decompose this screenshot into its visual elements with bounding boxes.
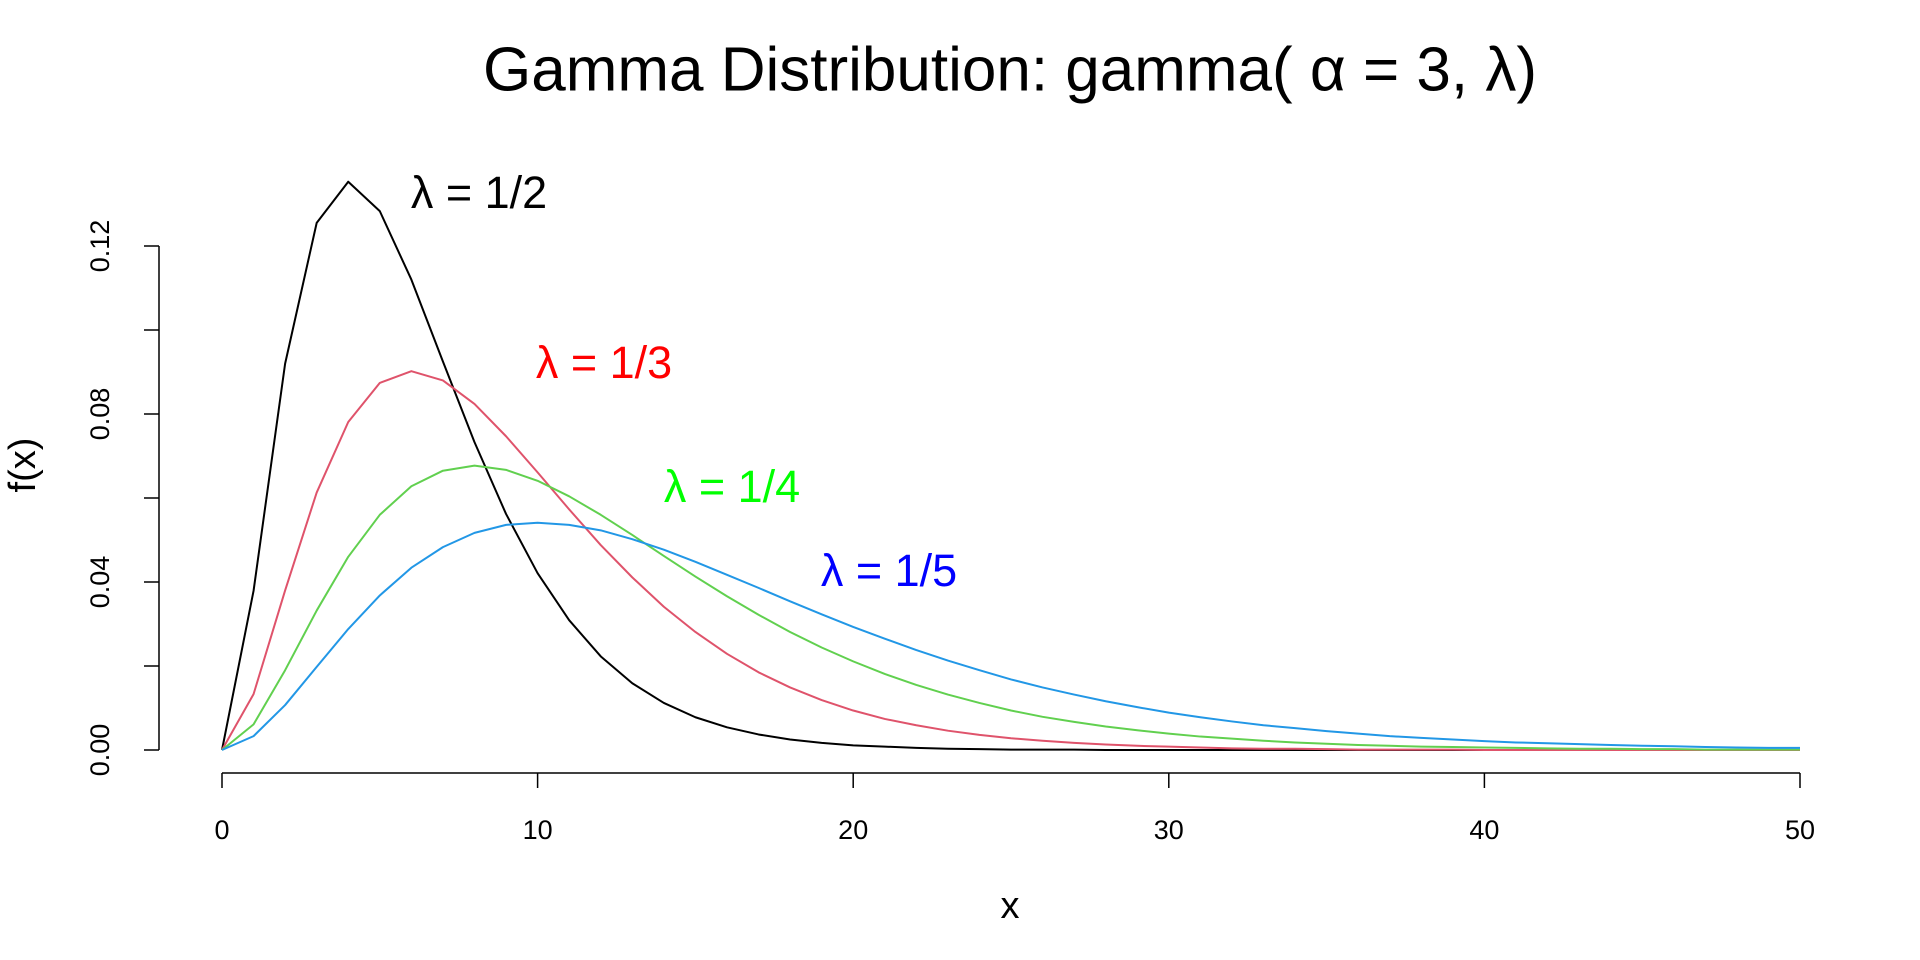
data-line [221, 464, 1800, 751]
y-tick-label: 0.12 [85, 220, 115, 273]
chart-title: Gamma Distribution: gamma( α = 3, λ) [483, 35, 1537, 104]
x-tick-label: 40 [1469, 815, 1499, 845]
x-tick-label: 0 [214, 815, 229, 845]
series-label: λ = 1/2 [411, 167, 547, 218]
y-tick-label: 0.04 [85, 556, 115, 609]
x-tick-label: 50 [1785, 815, 1815, 845]
x-tick-label: 10 [523, 815, 553, 845]
x-tick-label: 20 [838, 815, 868, 845]
y-axis-label: f(x) [2, 438, 44, 493]
data-line [221, 521, 1800, 751]
series-label: λ = 1/3 [536, 337, 672, 388]
data-line [221, 180, 1800, 751]
x-axis-label: x [1001, 885, 1020, 927]
series-label: λ = 1/5 [821, 545, 957, 596]
series-label: λ = 1/4 [664, 461, 800, 512]
data-line [221, 370, 1800, 751]
y-tick-label: 0.08 [85, 388, 115, 441]
x-tick-label: 30 [1154, 815, 1184, 845]
y-tick-label: 0.00 [85, 724, 115, 777]
